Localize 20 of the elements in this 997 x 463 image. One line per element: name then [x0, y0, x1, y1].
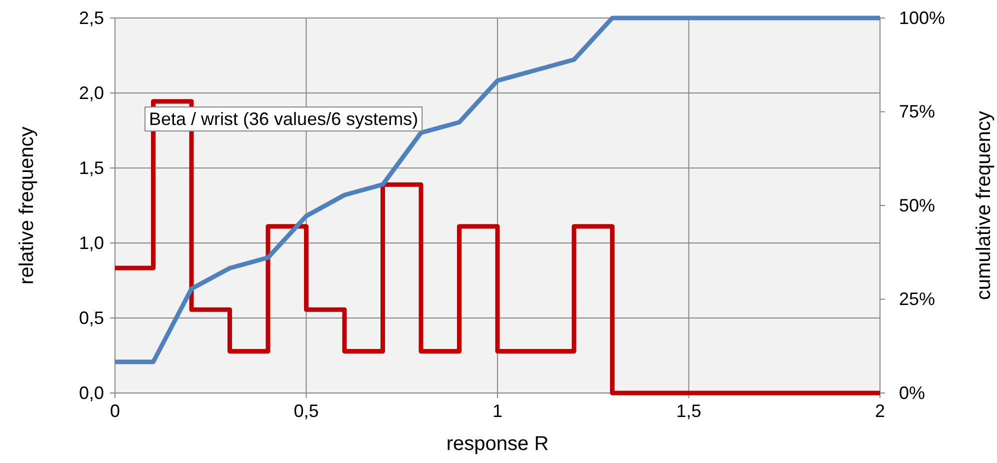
y-tick-label: 0,5	[78, 308, 104, 328]
x-tick-label: 0	[110, 400, 120, 421]
y-tick-label: 2,5	[78, 8, 104, 28]
y2-tick-label: 50%	[899, 195, 936, 216]
y2-tick-label: 100%	[899, 8, 946, 28]
y-tick-label: 1,5	[78, 158, 104, 178]
y-tick-label: 1,0	[78, 232, 104, 253]
x-tick-label: 2	[874, 400, 886, 421]
y2-tick-label: 0%	[899, 382, 926, 403]
x-axis-title: response R	[446, 433, 549, 455]
y-tick-label: 2,0	[78, 82, 104, 103]
y2-tick-label: 25%	[899, 289, 936, 310]
x-tick-label: 1	[492, 400, 503, 421]
x-tick-label: 0,5	[294, 400, 319, 421]
y-axis-title: relative frequency	[16, 126, 38, 284]
y-tick-label: 0,0	[78, 382, 104, 403]
x-tick-label: 1,5	[676, 400, 702, 421]
annotation: Beta / wrist (36 values/6 systems)	[149, 109, 418, 129]
y2-tick-label: 75%	[899, 102, 936, 122]
y2-axis-title: cumulative frequency	[973, 111, 995, 300]
